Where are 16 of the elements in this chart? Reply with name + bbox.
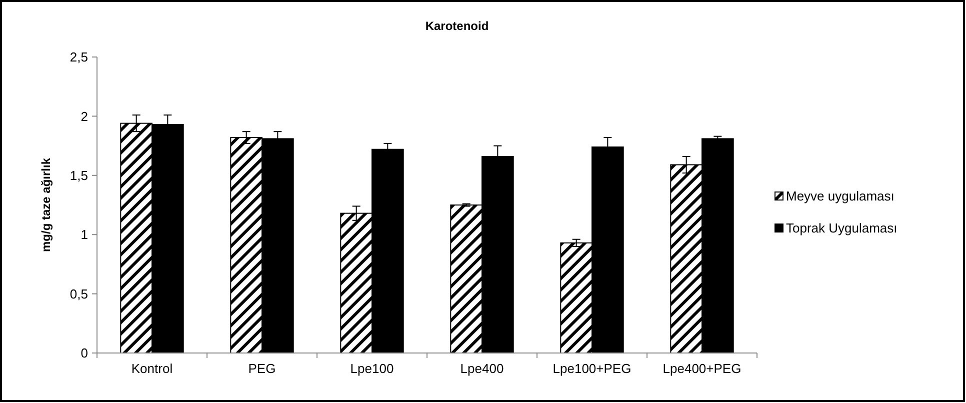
y-tick-label: 1,5 [70,168,88,183]
y-axis-title: mg/g taze ağırlık [39,158,53,252]
chart-title: Karotenoid [425,19,489,33]
legend-label: Toprak Uygulaması [786,220,898,236]
y-tick-label: 2 [80,108,88,124]
y-tick-label: 0 [80,346,88,361]
x-tick-label: Lpe100 [350,361,394,376]
x-tick-label: Kontrol [131,361,173,376]
y-tick-label: 2,5 [70,50,88,65]
x-tick-label: Lpe400 [460,361,504,376]
x-tick-label: Lpe100+PEG [552,361,632,376]
y-tick-label: 1 [80,227,88,242]
x-tick-label: PEG [248,361,276,376]
x-tick-label: Lpe400+PEG [662,361,742,376]
legend-label: Meyve uygulaması [786,188,894,204]
y-tick-label: 0,5 [70,286,88,302]
